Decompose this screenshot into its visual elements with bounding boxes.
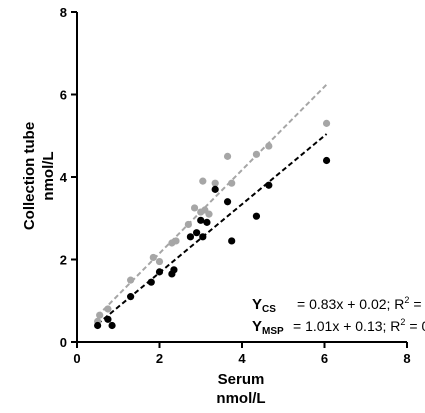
x-tick-label: 6 (321, 351, 328, 366)
axis-ticks: 0 2 4 6 8 0 2 4 6 8 (60, 5, 411, 366)
data-point-msp (205, 210, 213, 218)
data-point-msp (127, 276, 135, 284)
data-point-cs (197, 216, 205, 224)
data-point-cs (186, 233, 195, 241)
y-axis-title: Collection tube nmol/L (21, 122, 57, 230)
equation-cs-y: Y (252, 296, 262, 313)
equation-msp-formula: = 1.01x + 0.13; R (293, 318, 400, 334)
data-point-msp (172, 237, 180, 245)
data-point-cs (155, 268, 164, 276)
data-point-cs (223, 198, 232, 206)
data-point-msp (211, 179, 219, 187)
data-point-msp (155, 257, 164, 266)
y-tick-label: 8 (60, 5, 67, 20)
equation-cs-subscript: CS (262, 304, 276, 315)
y-tick-label: 4 (60, 170, 68, 185)
data-point-cs (203, 218, 211, 226)
data-point-msp (184, 220, 192, 229)
data-point-msp (228, 179, 236, 187)
equation-cs-r2: = 0.89 (413, 296, 425, 312)
x-axis-title: Serum nmol/L (216, 371, 265, 407)
data-point-cs (211, 185, 219, 193)
data-point-cs (104, 315, 112, 323)
data-point-cs (228, 237, 236, 245)
data-point-cs (265, 181, 273, 189)
equation-msp-y: Y (252, 318, 262, 335)
data-point-msp (199, 177, 207, 185)
equation-msp: YMSP = 1.01x + 0.13; R2 = 0.95 (252, 317, 425, 337)
equation-cs: YCS = 0.83x + 0.02; R2 = 0.89 (252, 295, 425, 315)
regression-lines (96, 83, 328, 325)
x-axis-title-line2: nmol/L (216, 390, 265, 407)
data-point-cs (170, 266, 178, 274)
data-point-msp (265, 142, 273, 150)
equation-cs-formula: = 0.83x + 0.02; R (297, 296, 404, 312)
y-tick-label: 6 (60, 88, 67, 103)
equation-msp-subscript: MSP (262, 326, 284, 337)
x-tick-label: 4 (238, 351, 246, 366)
y-tick-label: 0 (60, 335, 67, 350)
data-point-msp (223, 152, 232, 160)
x-tick-label: 0 (73, 351, 80, 366)
data-point-msp (190, 204, 199, 212)
data-point-cs (127, 293, 135, 301)
data-point-msp (252, 150, 261, 158)
x-axis-title-line1: Serum (218, 371, 265, 388)
equation-msp-r2-sup: 2 (400, 317, 405, 327)
x-tick-label: 8 (403, 351, 410, 366)
data-point-cs (147, 278, 155, 286)
data-point-msp (149, 253, 157, 262)
x-tick-label: 2 (156, 351, 163, 366)
regression-line-msp (96, 83, 328, 317)
data-point-cs (322, 156, 331, 165)
regression-line-cs (96, 133, 328, 325)
y-axis-title-line1: Collection tube (21, 122, 38, 230)
data-points (94, 119, 331, 330)
data-point-cs (252, 212, 261, 220)
axes (76, 12, 407, 343)
data-point-cs (199, 233, 207, 241)
data-point-msp (104, 305, 112, 313)
data-point-msp (96, 311, 104, 319)
data-point-msp (322, 119, 331, 127)
data-point-cs (108, 321, 116, 330)
equation-msp-r2: = 0.95 (409, 318, 425, 334)
y-tick-label: 2 (60, 253, 67, 268)
data-point-cs (94, 321, 102, 330)
data-point-cs (193, 229, 201, 237)
y-axis-title-line2: nmol/L (40, 151, 57, 200)
equation-cs-r2-sup: 2 (404, 295, 409, 305)
regression-equations: YCS= 0.83x + 0.02; R2= 0.89 YMSP= 1.01x … (252, 295, 425, 337)
